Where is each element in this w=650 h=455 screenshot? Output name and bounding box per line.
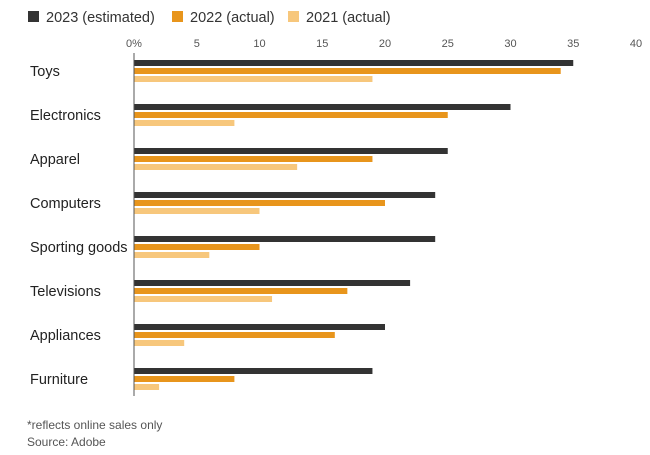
x-tick-label: 30: [504, 38, 516, 50]
source-note: Source: Adobe: [27, 435, 106, 449]
bar: [134, 104, 511, 110]
category-label: Electronics: [30, 108, 101, 124]
bar: [134, 236, 436, 242]
footnote: *reflects online sales only: [27, 418, 163, 432]
legend-swatch: [172, 11, 183, 22]
bar: [134, 192, 436, 198]
legend-label: 2023 (estimated): [46, 10, 155, 26]
x-tick-label: 25: [442, 38, 454, 50]
category-label: Televisions: [30, 284, 101, 300]
bar: [134, 208, 260, 214]
category-label: Appliances: [30, 328, 101, 344]
legend-label: 2022 (actual): [190, 10, 275, 26]
x-tick-label: 0%: [126, 38, 142, 50]
bar: [134, 68, 561, 74]
bar: [134, 60, 574, 66]
chart-legend: 2023 (estimated) 2022 (actual) 2021 (actua…: [28, 10, 391, 26]
category-label: Apparel: [30, 152, 80, 168]
bar: [134, 280, 411, 286]
bar: [134, 164, 298, 170]
category-label: Computers: [30, 196, 101, 212]
bar: [134, 244, 260, 250]
bar: [134, 76, 373, 82]
x-tick-label: 20: [379, 38, 391, 50]
legend-label: 2021 (actual): [306, 10, 391, 26]
bar-chart: 2023 (estimated) 2022 (actual) 2021 (actua…: [28, 10, 642, 396]
bar: [134, 340, 185, 346]
category-label: Toys: [30, 64, 60, 80]
category-label: Sporting goods: [30, 240, 128, 256]
bar: [134, 296, 273, 302]
legend-swatch: [28, 11, 39, 22]
bar: [134, 288, 348, 294]
bar: [134, 368, 373, 374]
legend-swatch: [288, 11, 299, 22]
x-tick-label: 5: [194, 38, 200, 50]
bar: [134, 200, 385, 206]
bar: [134, 112, 448, 118]
bar: [134, 252, 210, 258]
bar: [134, 384, 160, 390]
x-tick-label: 15: [316, 38, 328, 50]
category-label: Furniture: [30, 372, 88, 388]
bars: [134, 60, 574, 390]
bar: [134, 376, 235, 382]
x-axis-ticks: 0% 5 10 15 20 25 30 35 40: [126, 38, 642, 50]
bar: [134, 148, 448, 154]
bar: [134, 332, 335, 338]
x-tick-label: 40: [630, 38, 642, 50]
category-labels: Toys Electronics Apparel Computers Sporting …: [30, 64, 128, 388]
bar: [134, 324, 385, 330]
x-tick-label: 35: [567, 38, 579, 50]
bar: [134, 120, 235, 126]
x-tick-label: 10: [253, 38, 265, 50]
bar: [134, 156, 373, 162]
